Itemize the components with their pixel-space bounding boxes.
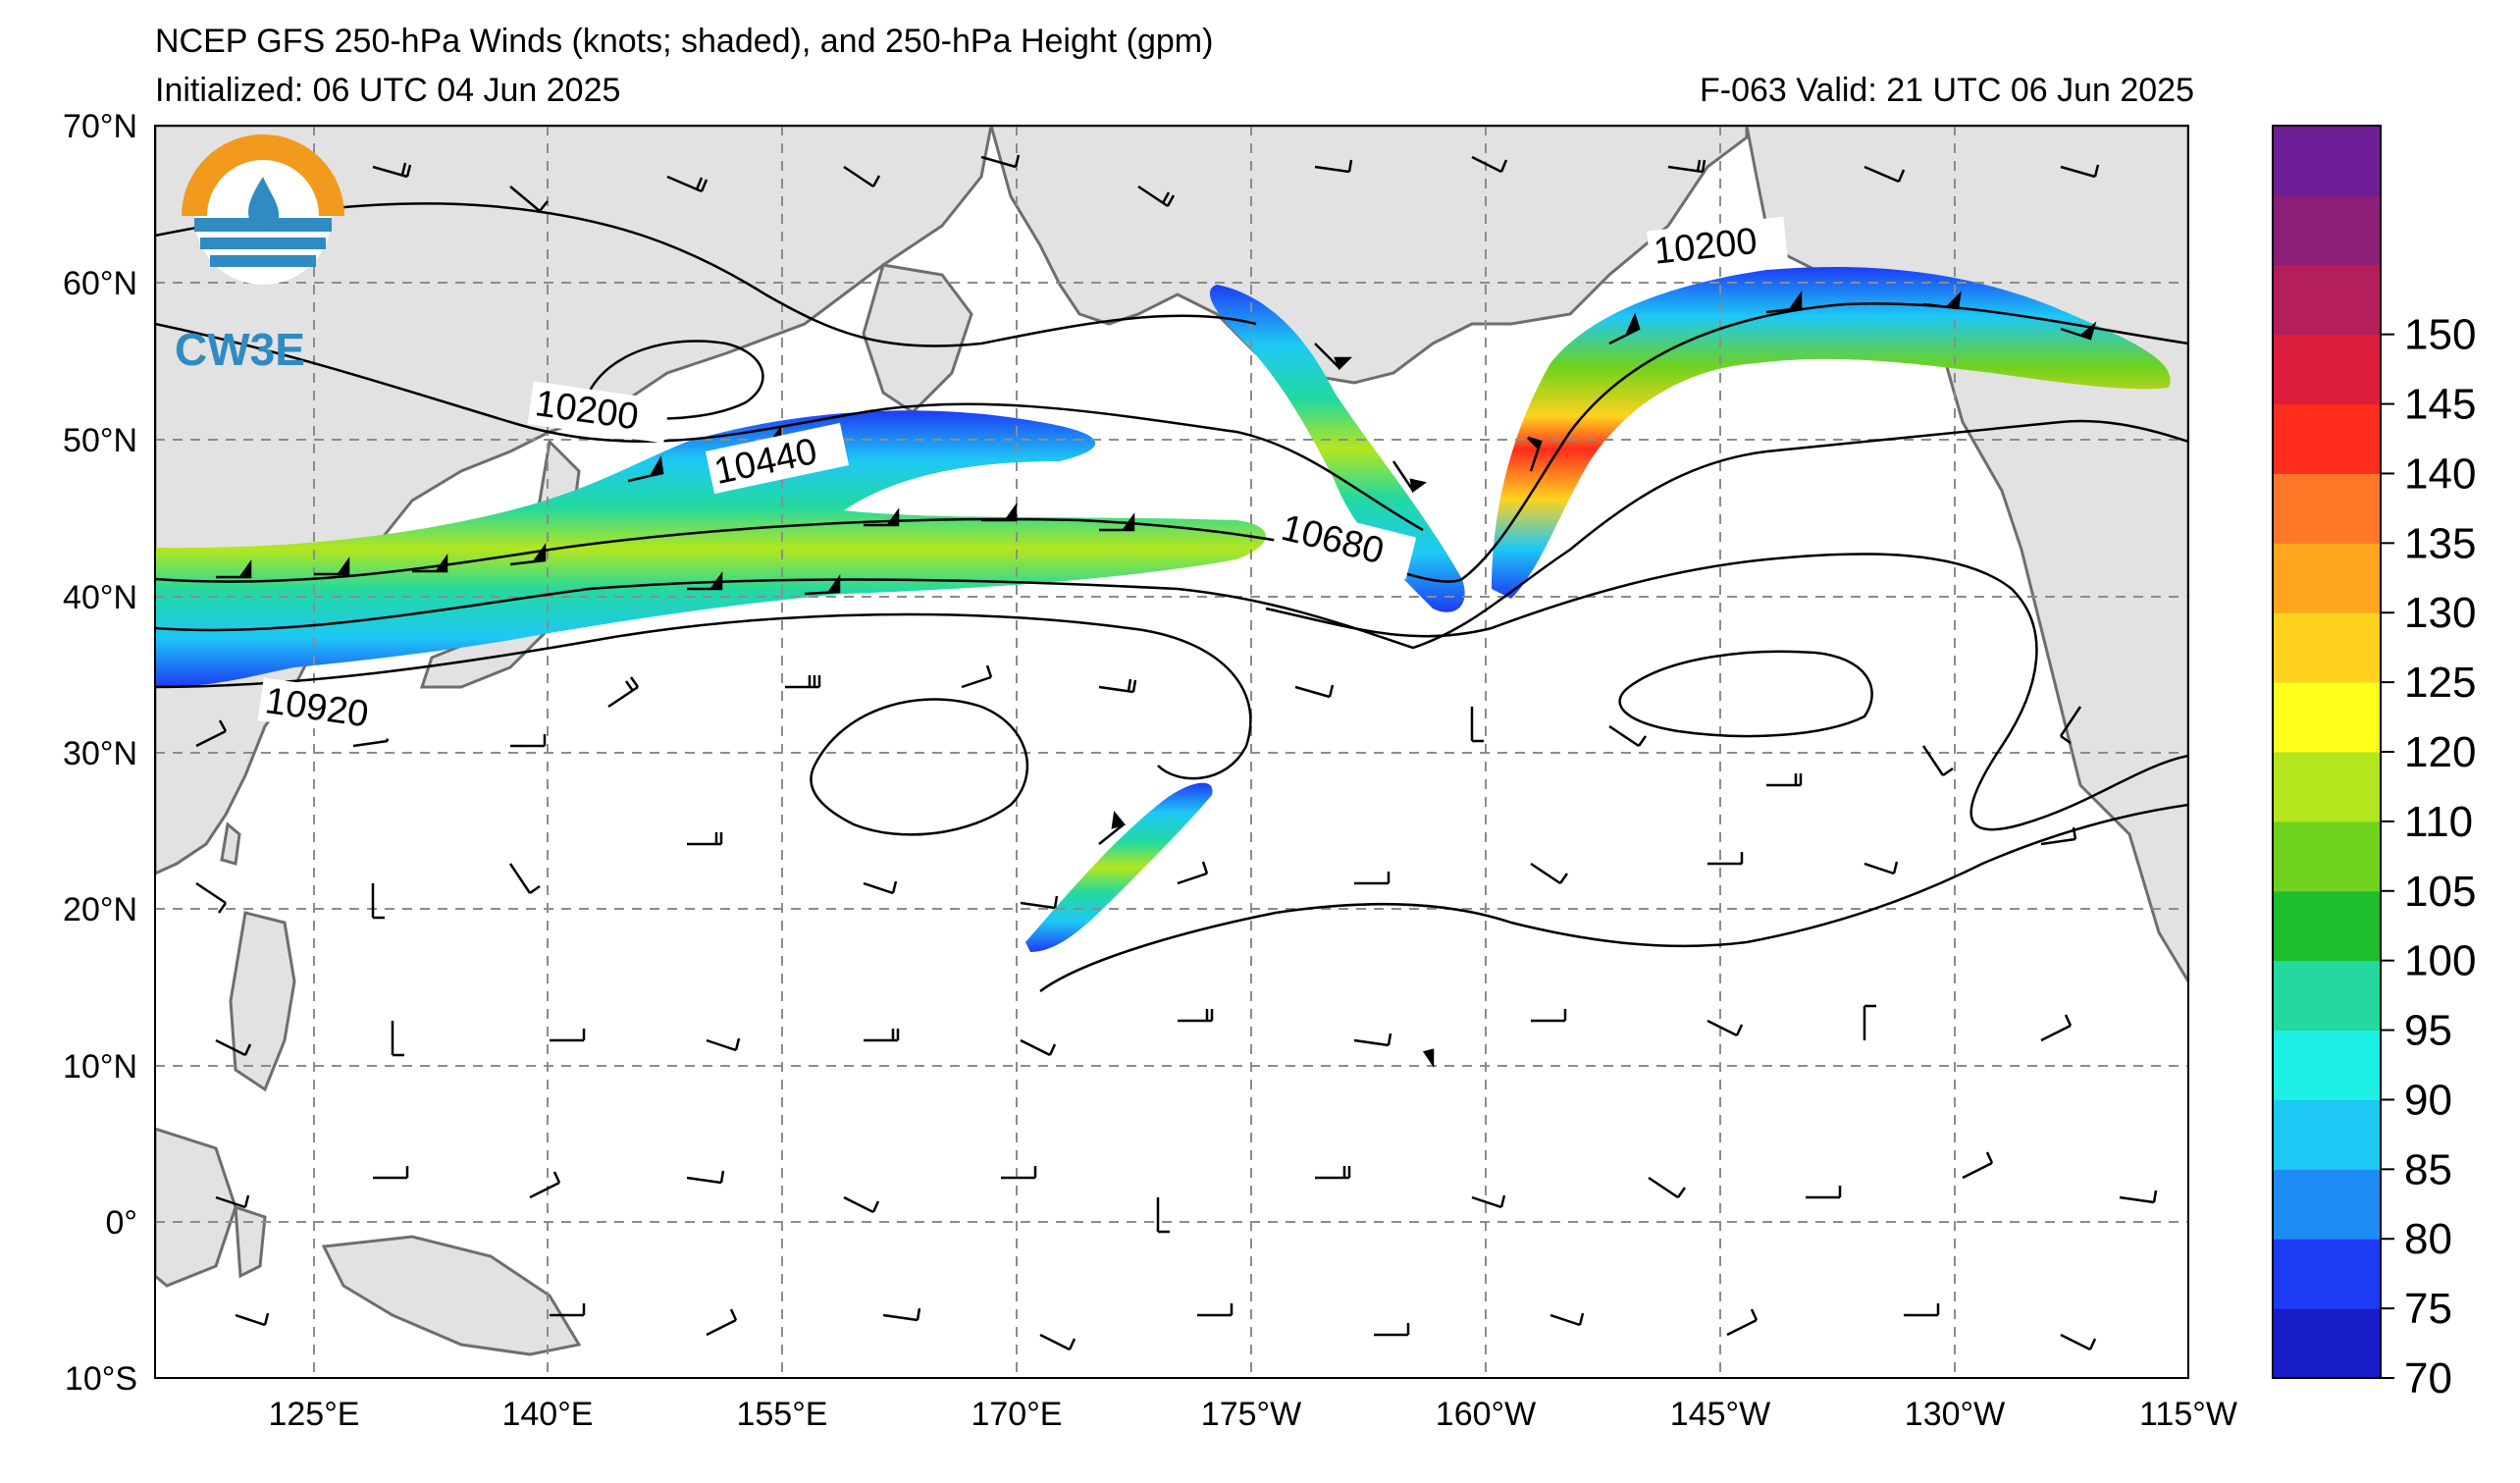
colorbar-label: 145 — [2404, 381, 2476, 429]
colorbar-label: 130 — [2404, 589, 2476, 637]
contour-line — [1039, 803, 2188, 993]
colorbar-label: 85 — [2404, 1145, 2452, 1193]
barb-row-sub — [195, 826, 2077, 920]
lat-lon-grid — [155, 126, 2188, 1378]
longitude-labels: 125°E 140°E 155°E 170°E 175°W 160°W 145°… — [268, 1396, 2236, 1433]
colorbar-label: 70 — [2404, 1354, 2452, 1403]
colorbar-swatch — [2273, 1169, 2381, 1240]
lat-label: 10°N — [63, 1048, 137, 1086]
land-taiwan — [220, 821, 241, 866]
valid-time: F-063 Valid: 21 UTC 06 Jun 2025 — [1700, 72, 2194, 109]
contour-line — [155, 419, 2188, 650]
plot-frame — [154, 125, 2189, 1379]
lat-label: 30°N — [63, 735, 137, 772]
lat-label: 60°N — [63, 265, 137, 302]
land-philippines — [229, 911, 296, 1092]
colorbar-swatch — [2273, 1308, 2381, 1379]
jet-alaska-trough — [1209, 285, 1465, 612]
colorbar-label: 95 — [2404, 1007, 2452, 1055]
colorbar-label: 105 — [2404, 868, 2476, 916]
colorbar-label: 135 — [2404, 519, 2476, 567]
colorbar-swatch — [2273, 264, 2381, 336]
colorbar-label: 100 — [2404, 937, 2476, 985]
cw3e-logo: CW3E — [175, 134, 344, 375]
lon-label: 140°E — [501, 1396, 593, 1433]
plot-area: 10200 10440 10680 10920 10200 — [155, 126, 2188, 1378]
lon-label: 155°E — [736, 1396, 827, 1433]
lon-label: 130°W — [1905, 1396, 2005, 1433]
lat-label: 10°S — [65, 1360, 137, 1398]
colorbar-swatch — [2273, 543, 2381, 613]
colorbar-swatch — [2273, 1030, 2381, 1100]
jet-subtropical — [1025, 782, 1213, 952]
wind-shading — [155, 267, 2171, 952]
colorbar-swatch — [2273, 194, 2381, 266]
colorbar-swatch — [2273, 334, 2381, 405]
colorbar-label: 110 — [2404, 798, 2473, 846]
contour-line — [810, 698, 1029, 836]
lat-label: 50°N — [63, 422, 137, 459]
colorbar-label: 140 — [2404, 450, 2476, 498]
lon-label: 145°W — [1670, 1396, 1770, 1433]
land-alaska — [989, 126, 1749, 385]
colorbar-swatch — [2273, 890, 2381, 962]
logo-sun-arc — [182, 134, 344, 217]
lat-label: 70°N — [63, 108, 137, 145]
colorbar-swatch — [2273, 473, 2381, 544]
colorbar-label: 120 — [2404, 728, 2476, 776]
lon-label: 115°W — [2139, 1396, 2237, 1433]
contour-line — [155, 202, 1257, 347]
colorbar-label: 150 — [2404, 311, 2476, 359]
colorbar-swatch — [2273, 403, 2381, 474]
land-celebes — [234, 1204, 267, 1279]
lat-label: 20°N — [63, 891, 137, 928]
colorbar-ticks: 70 75 80 85 90 95 100 105 110 120 125 130 135 140 145 1… — [2381, 311, 2476, 1403]
colorbar-swatch — [2273, 821, 2381, 892]
contour-line — [155, 612, 1252, 780]
lon-label: 175°W — [1201, 1396, 1301, 1433]
map-title: NCEP GFS 250-hPa Winds (knots; shaded), … — [155, 23, 1214, 60]
colorbar-swatch — [2273, 960, 2381, 1032]
contour-line — [1618, 650, 1873, 738]
contour-line — [155, 322, 1424, 532]
colorbar-swatch — [2273, 126, 2381, 196]
logo-text: CW3E — [175, 324, 305, 375]
jet-west-pacific — [155, 410, 1266, 687]
colorbar-label: 75 — [2404, 1285, 2452, 1333]
barb-row-mid — [195, 664, 2082, 787]
barb-row-trop — [215, 1004, 2073, 1069]
jet-gulf-of-alaska — [1492, 267, 2171, 599]
colorbar-swatch — [2273, 612, 2381, 683]
colorbar: 70 75 80 85 90 95 100 105 110 120 125 130 135 140 145 1… — [2272, 125, 2476, 1403]
colorbar-swatches — [2273, 126, 2381, 1379]
contour-line — [1265, 553, 2188, 831]
colorbar-swatch — [2273, 1099, 2381, 1170]
barb-row-eq — [215, 1151, 2158, 1234]
lon-label: 170°E — [971, 1396, 1062, 1433]
latitude-labels: 70°N 60°N 50°N 40°N 30°N 20°N 10°N 0° 10… — [63, 108, 137, 1398]
lat-label: 40°N — [63, 579, 137, 616]
colorbar-swatch — [2273, 1239, 2381, 1309]
colorbar-swatch — [2273, 752, 2381, 822]
land-kamchatka — [862, 263, 973, 414]
colorbar-label: 80 — [2404, 1215, 2452, 1263]
wind-barbs — [195, 154, 2158, 1351]
lon-label: 160°W — [1436, 1396, 1536, 1433]
colorbar-label: 125 — [2404, 659, 2476, 707]
initialized-time: Initialized: 06 UTC 04 Jun 2025 — [155, 72, 621, 109]
lat-label: 0° — [105, 1204, 137, 1242]
logo-drop-icon — [248, 177, 280, 232]
land-borneo — [155, 1127, 237, 1288]
land-new-guinea — [321, 1235, 582, 1356]
barb-row-south — [235, 1303, 2097, 1351]
lon-label: 125°E — [268, 1396, 359, 1433]
colorbar-label: 90 — [2404, 1076, 2452, 1124]
colorbar-swatch — [2273, 682, 2381, 753]
height-contours — [155, 202, 2188, 993]
